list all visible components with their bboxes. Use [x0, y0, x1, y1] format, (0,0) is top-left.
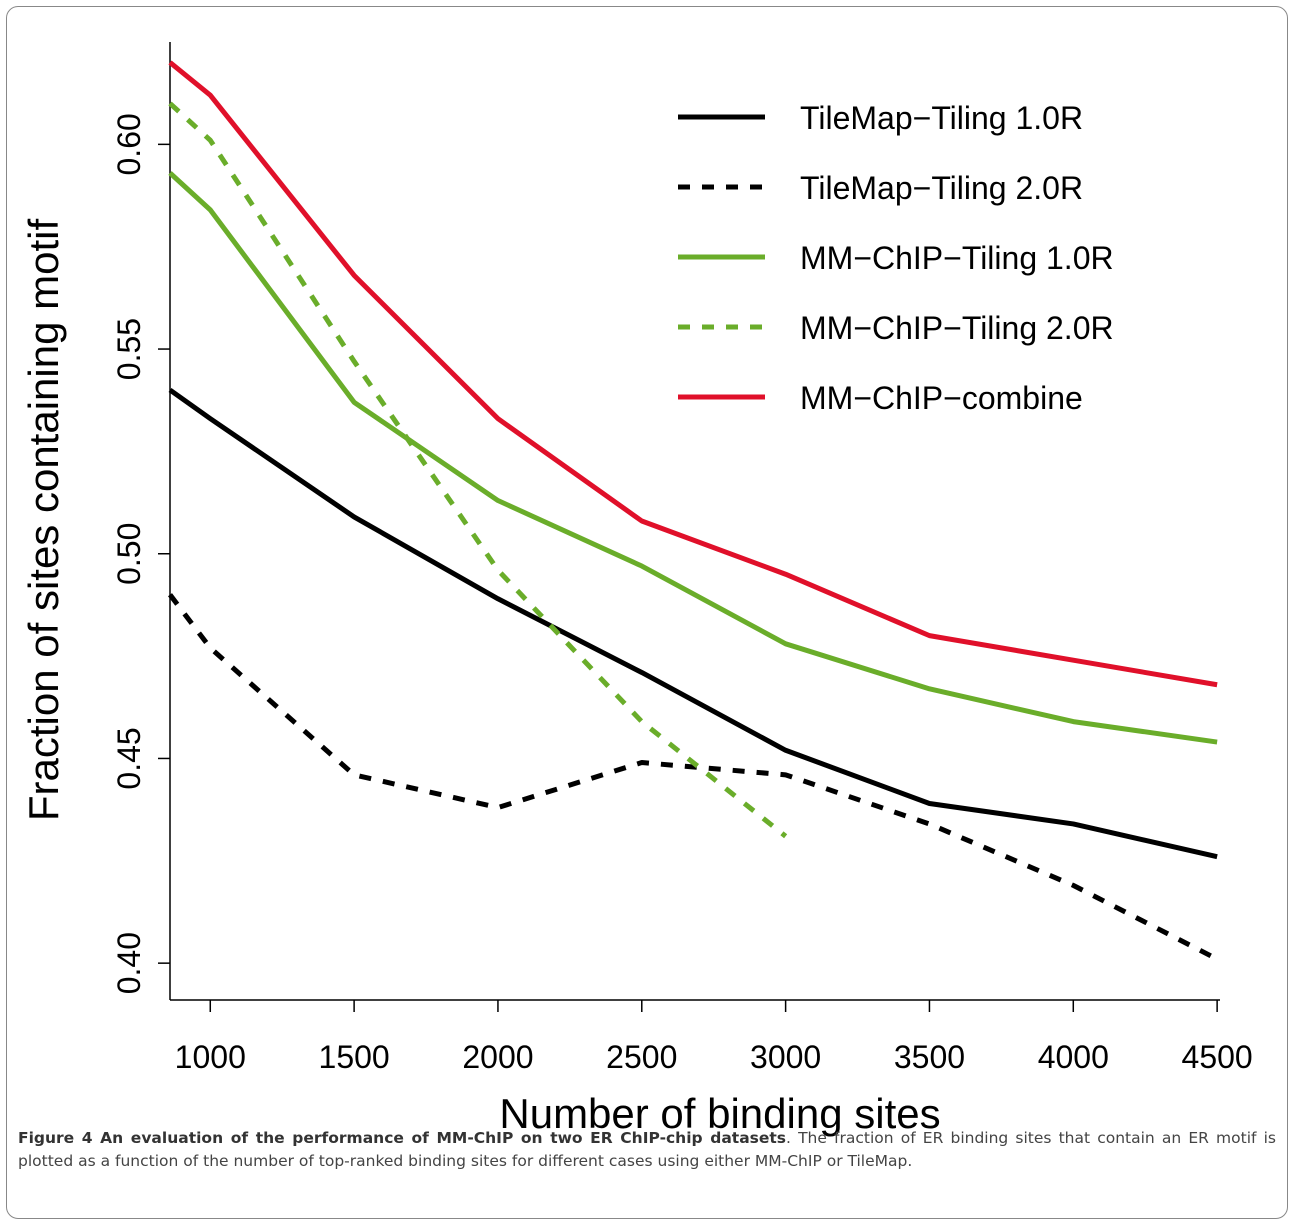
caption-text: . The fraction of ER binding sites that …	[18, 1129, 1276, 1170]
x-tick-label: 3000	[750, 1039, 821, 1075]
y-tick-label: 0.50	[111, 523, 147, 585]
legend-label: MM−ChIP−Tiling 1.0R	[800, 240, 1114, 276]
legend-label: MM−ChIP−combine	[800, 380, 1083, 416]
y-tick-label: 0.55	[111, 318, 147, 380]
data-line	[168, 387, 1218, 860]
y-tick-label: 0.60	[111, 113, 147, 175]
legend-label: TileMap−Tiling 2.0R	[800, 170, 1083, 206]
y-tick-label: 0.45	[111, 727, 147, 789]
x-axis-label: Number of binding sites	[499, 1090, 940, 1137]
x-tick-label: 1000	[175, 1039, 246, 1075]
caption-title: Figure 4 An evaluation of the performanc…	[18, 1129, 787, 1147]
data-line	[168, 171, 1218, 745]
data-line	[168, 60, 1218, 688]
x-tick-label: 2000	[462, 1039, 533, 1075]
x-tick-label: 3500	[894, 1039, 965, 1075]
data-line	[168, 593, 1219, 962]
caption: Figure 4 An evaluation of the performanc…	[18, 1127, 1276, 1173]
x-tick-label: 4500	[1182, 1039, 1253, 1075]
x-tick-label: 4000	[1038, 1039, 1109, 1075]
figure-frame	[6, 6, 1288, 1219]
y-axis-label: Fraction of sites containing motif	[20, 219, 67, 822]
y-tick-label: 0.40	[111, 932, 147, 994]
x-tick-label: 1500	[319, 1039, 390, 1075]
legend-label: TileMap−Tiling 1.0R	[800, 100, 1083, 136]
data-line	[168, 101, 788, 839]
x-tick-label: 2500	[606, 1039, 677, 1075]
legend-label: MM−ChIP−Tiling 2.0R	[800, 310, 1114, 346]
